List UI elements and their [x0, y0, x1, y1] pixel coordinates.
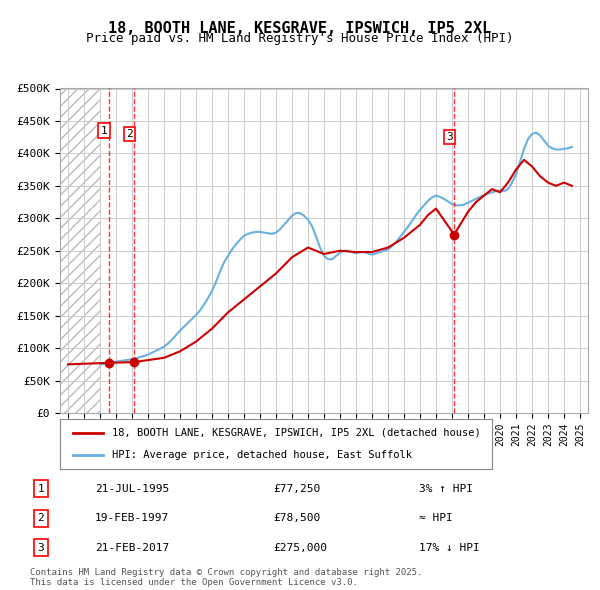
Text: 3: 3 [37, 543, 44, 553]
Text: ≈ HPI: ≈ HPI [419, 513, 452, 523]
Text: £275,000: £275,000 [273, 543, 327, 553]
Text: 21-JUL-1995: 21-JUL-1995 [95, 484, 169, 494]
Text: 3% ↑ HPI: 3% ↑ HPI [419, 484, 473, 494]
Text: 1: 1 [37, 484, 44, 494]
Text: 19-FEB-1997: 19-FEB-1997 [95, 513, 169, 523]
Text: Price paid vs. HM Land Registry's House Price Index (HPI): Price paid vs. HM Land Registry's House … [86, 32, 514, 45]
Text: £78,500: £78,500 [273, 513, 320, 523]
Text: 2: 2 [37, 513, 44, 523]
Text: 21-FEB-2017: 21-FEB-2017 [95, 543, 169, 553]
Text: 18, BOOTH LANE, KESGRAVE, IPSWICH, IP5 2XL: 18, BOOTH LANE, KESGRAVE, IPSWICH, IP5 2… [109, 21, 491, 35]
Text: 18, BOOTH LANE, KESGRAVE, IPSWICH, IP5 2XL (detached house): 18, BOOTH LANE, KESGRAVE, IPSWICH, IP5 2… [112, 428, 481, 438]
Text: 3: 3 [446, 132, 452, 142]
Text: HPI: Average price, detached house, East Suffolk: HPI: Average price, detached house, East… [112, 450, 412, 460]
Text: 1: 1 [101, 126, 107, 136]
Text: Contains HM Land Registry data © Crown copyright and database right 2025.
This d: Contains HM Land Registry data © Crown c… [30, 568, 422, 587]
Text: 2: 2 [126, 129, 133, 139]
Bar [60, 88, 100, 413]
Text: 17% ↓ HPI: 17% ↓ HPI [419, 543, 479, 553]
Text: £77,250: £77,250 [273, 484, 320, 494]
